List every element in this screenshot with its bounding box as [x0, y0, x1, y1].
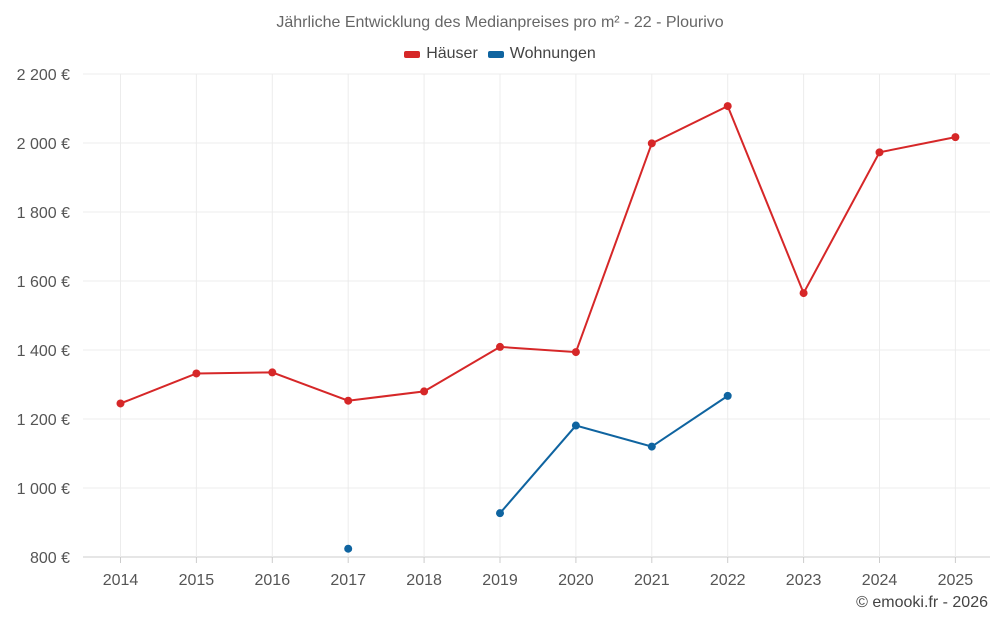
y-tick-label: 1 600 € [17, 274, 70, 291]
x-tick-label: 2020 [558, 572, 594, 589]
legend-item-wohnungen[interactable]: Wohnungen [487, 45, 596, 63]
data-point-haeuser [799, 289, 808, 298]
x-tick-label: 2014 [103, 572, 139, 589]
data-point-haeuser [723, 102, 732, 111]
y-tick-label: 1 400 € [17, 343, 70, 360]
legend-label-wohnungen: Wohnungen [509, 45, 596, 62]
chart-title: Jährliche Entwicklung des Medianpreises … [276, 14, 724, 31]
data-point-haeuser [192, 369, 201, 378]
x-tick-label: 2017 [330, 572, 366, 589]
x-tick-label: 2025 [938, 572, 974, 589]
x-tick-label: 2018 [406, 572, 442, 589]
credit-text: © emooki.fr - 2026 [856, 594, 988, 611]
data-point-haeuser [571, 348, 580, 357]
data-point-wohnungen [496, 509, 504, 518]
data-point-haeuser [875, 148, 884, 157]
x-tick-label: 2022 [710, 572, 746, 589]
data-point-haeuser [116, 399, 125, 408]
data-point-haeuser [951, 133, 960, 142]
data-point-haeuser [268, 368, 277, 377]
series-line-wohnungen [499, 395, 729, 514]
x-tick-label: 2024 [862, 572, 898, 589]
legend-label-haeuser: Häuser [426, 45, 478, 62]
y-tick-label: 1 800 € [17, 205, 70, 222]
x-tick-label: 2015 [179, 572, 215, 589]
legend-item-haeuser[interactable]: Häuser [404, 45, 478, 63]
data-point-haeuser [647, 139, 656, 148]
data-point-haeuser [344, 396, 353, 405]
x-tick-label: 2016 [255, 572, 291, 589]
legend-swatch-haeuser [404, 50, 421, 58]
series-line-haeuser [120, 104, 956, 405]
data-point-haeuser [420, 387, 429, 396]
legend: Häuser Wohnungen [0, 45, 1000, 63]
data-point-wohnungen [647, 442, 656, 451]
x-tick-label: 2023 [786, 572, 822, 589]
legend-swatch-wohnungen [487, 50, 504, 58]
y-tick-label: 1 000 € [17, 481, 70, 498]
data-point-wohnungen [344, 544, 353, 553]
y-tick-label: 2 000 € [17, 136, 70, 153]
y-tick-label: 2 200 € [17, 67, 70, 84]
data-point-wohnungen [571, 421, 580, 430]
data-point-haeuser [496, 342, 504, 351]
y-tick-label: 800 € [30, 550, 70, 567]
x-tick-label: 2019 [482, 572, 518, 589]
x-tick-label: 2021 [634, 572, 670, 589]
data-point-wohnungen [723, 391, 732, 400]
y-tick-label: 1 200 € [17, 412, 70, 429]
